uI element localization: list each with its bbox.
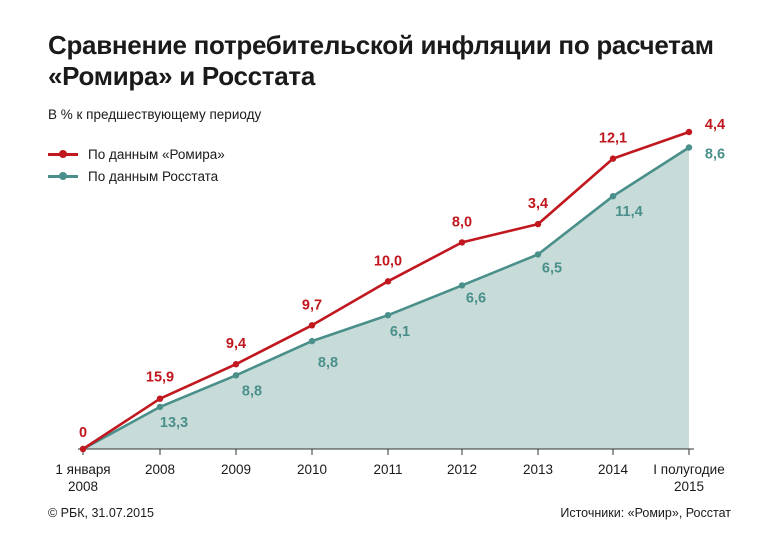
data-label-rosstat: 6,6 [466, 290, 486, 306]
point-rosstat [384, 312, 392, 319]
data-label-rosstat: 8,6 [705, 147, 725, 163]
point-rosstat [232, 372, 240, 379]
x-tick-label: 2010 [297, 462, 327, 477]
point-rosstat [156, 403, 164, 411]
x-tick-label: 2008 [145, 462, 175, 477]
legend-item-rosstat: По данным Росстата [48, 165, 225, 187]
legend: По данным «Ромира» По данным Росстата [48, 143, 225, 187]
point-romir [232, 361, 240, 368]
legend-label-romir: По данным «Ромира» [88, 146, 225, 162]
x-tick-label: 2012 [447, 462, 477, 477]
point-rosstat [458, 282, 466, 289]
point-romir [458, 239, 466, 246]
data-label-rosstat: 8,8 [318, 355, 338, 371]
data-label-rosstat: 6,5 [542, 260, 562, 276]
point-rosstat [685, 144, 693, 151]
legend-item-romir: По данным «Ромира» [48, 143, 225, 165]
point-romir [534, 220, 542, 228]
data-label-romir: 12,1 [599, 131, 627, 147]
legend-swatch-rosstat [48, 169, 78, 183]
point-romir [384, 278, 392, 285]
credit-text: © РБК, 31.07.2015 [48, 506, 155, 520]
x-tick-label: I полугодие [653, 462, 724, 477]
point-romir [685, 128, 693, 136]
data-label-romir: 3,4 [528, 196, 548, 212]
point-romir [79, 445, 87, 453]
point-rosstat [609, 193, 617, 200]
point-romir [156, 395, 164, 402]
data-label-romir: 9,7 [302, 297, 322, 313]
x-tick-label: 2009 [221, 462, 251, 477]
sources-text: Источники: «Ромир», Росстат [560, 506, 731, 520]
legend-swatch-romir [48, 147, 78, 161]
data-label-romir: 9,4 [226, 336, 246, 352]
x-tick-label: 2008 [68, 479, 98, 494]
data-label-romir: 10,0 [374, 253, 402, 269]
x-tick-label: 2011 [373, 462, 402, 477]
x-tick-label: 2015 [674, 479, 704, 494]
point-romir [609, 155, 617, 162]
data-label-rosstat: 6,1 [390, 324, 410, 340]
data-label-romir: 15,9 [146, 370, 174, 386]
legend-label-rosstat: По данным Росстата [88, 168, 219, 184]
x-tick-label: 1 января [55, 462, 110, 477]
data-label-romir: 8,0 [452, 214, 472, 230]
chart-subtitle: В % к предшествующему периоду [48, 107, 262, 122]
chart-title: Сравнение потребительской инфляции по ра… [48, 30, 714, 91]
data-label-rosstat: 11,4 [615, 204, 642, 220]
point-rosstat [534, 251, 542, 258]
point-romir [308, 322, 316, 329]
x-tick-label: 2014 [598, 462, 629, 477]
data-label-romir: 0 [79, 425, 87, 441]
data-label-rosstat: 8,8 [242, 383, 262, 399]
point-rosstat [308, 337, 316, 345]
data-label-romir: 4,4 [705, 117, 725, 133]
data-label-rosstat: 13,3 [160, 415, 188, 431]
area-rosstat [83, 147, 689, 449]
x-tick-label: 2013 [523, 462, 553, 477]
